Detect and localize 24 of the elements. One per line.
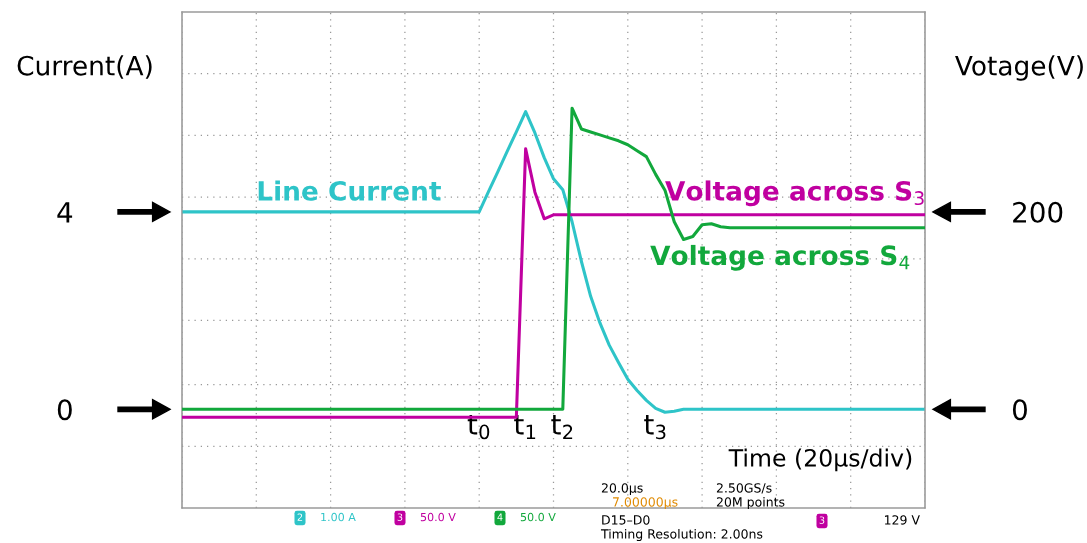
annotation: 20M points [716, 496, 785, 510]
x-tick-label: t$_{1}$ [514, 414, 536, 439]
y2-axis-title: Votage(V) [955, 55, 1083, 81]
series-label: Voltage across S$_{4}$ [650, 244, 910, 271]
text: 3 [819, 516, 825, 524]
text: 129 V [884, 515, 920, 525]
annotation: 20.0µs [601, 483, 643, 496]
text: D15–D0 [602, 515, 650, 525]
text: 4 [497, 513, 503, 521]
annotation: 2.50GS/s [716, 483, 772, 494]
text: Timing Resolution: 2.00ns [600, 528, 763, 542]
annotation: 7.00000µs [613, 497, 678, 510]
y2-tick-label: 200 [1013, 201, 1063, 223]
series-label: Line Current [258, 180, 441, 201]
x-tick-label: t$_{2}$ [551, 414, 573, 439]
text: 2 [297, 513, 303, 521]
y2-tick-label: 0 [1012, 399, 1027, 421]
text: 50.0 V [520, 512, 556, 522]
text: 3 [397, 513, 403, 521]
y-axis-title: Current(A) [17, 55, 152, 79]
x-axis-title: Time (20µs/div) [728, 448, 912, 472]
text: 50.0 V [420, 512, 456, 522]
text: 1.00 A [321, 512, 356, 522]
x-tick-label: t$_{3}$ [644, 414, 666, 440]
